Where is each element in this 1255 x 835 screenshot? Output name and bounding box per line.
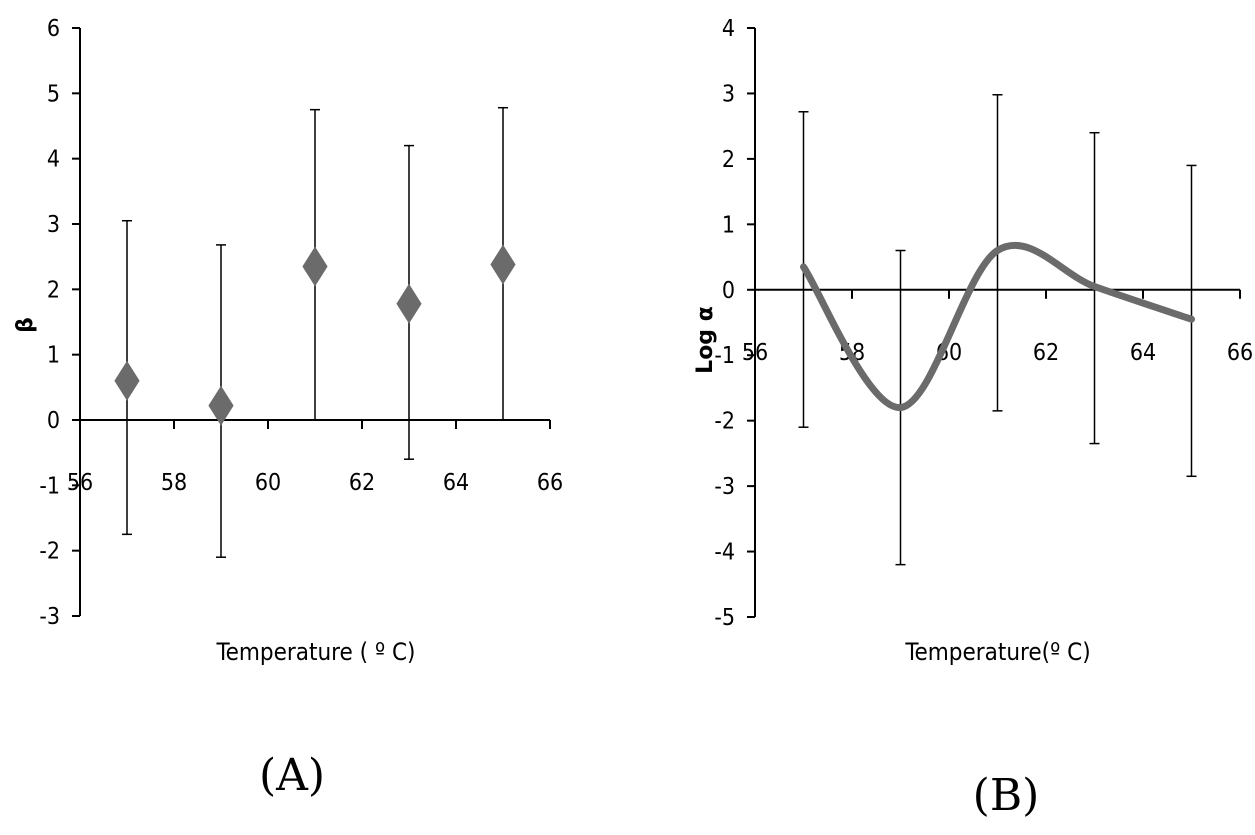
chart-b-y-tick-label: 4 [722, 16, 735, 42]
chart-b-y-tick-label: -4 [714, 540, 735, 566]
chart-a-y-tick-label: 5 [47, 81, 60, 107]
chart-a-y-tick-label: 0 [47, 408, 60, 434]
chart-a-x-tick-label: 56 [67, 470, 93, 496]
chart-a-x-tick-label: 60 [255, 470, 281, 496]
chart-a-y-tick-label: 1 [47, 343, 60, 369]
chart-a-x-axis-label: Temperature ( º C) [216, 638, 416, 666]
chart-b-y-tick-label: 1 [722, 212, 735, 238]
chart-a-panel-label: (A) [259, 750, 325, 801]
chart-b-y-tick-label: -3 [714, 474, 735, 500]
chart-b-panel-label: (B) [973, 770, 1040, 821]
chart-b-x-tick-label: 62 [1033, 340, 1059, 366]
chart-a-x-tick-label: 58 [161, 470, 187, 496]
chart-a-y-axis-label: β [13, 317, 38, 333]
chart-b-x-tick-label: 66 [1227, 340, 1253, 366]
chart-a-data-point [396, 283, 422, 324]
chart-b-y-tick-label: -5 [714, 605, 735, 631]
chart-a-data-point [302, 246, 328, 287]
chart-b-series-line [800, 241, 1195, 412]
chart-a-y-tick-label: -3 [39, 604, 60, 630]
chart-a-x-tick-label: 62 [349, 470, 375, 496]
chart-a-data-point [208, 385, 234, 426]
chart-a-y-tick-label: 3 [47, 212, 60, 238]
chart-a-y-tick-label: 2 [47, 277, 60, 303]
chart-a-x-tick-label: 64 [443, 470, 469, 496]
chart-a-y-tick-label: -2 [39, 539, 60, 565]
chart-a-y-tick-label: -1 [39, 473, 60, 499]
chart-a-y-tick-label: 4 [47, 147, 60, 173]
chart-b-y-tick-label: 0 [722, 278, 735, 304]
chart-b-x-tick-label: 64 [1130, 340, 1156, 366]
chart-b-y-tick-label: 3 [722, 81, 735, 107]
chart-b-x-axis-label: Temperature(º C) [904, 638, 1090, 666]
chart-b-x-tick-label: 56 [742, 340, 768, 366]
chart-a-data-point [490, 244, 516, 285]
chart-b-y-axis-label: Log α [693, 306, 718, 374]
chart-a-x-tick-label: 66 [537, 470, 563, 496]
chart-b-y-tick-label: -1 [714, 343, 735, 369]
chart-a-y-tick-label: 6 [47, 16, 60, 42]
chart-a-data-point [114, 360, 140, 401]
chart-b-y-tick-label: -2 [714, 409, 735, 435]
chart-b-y-tick-label: 2 [722, 147, 735, 173]
